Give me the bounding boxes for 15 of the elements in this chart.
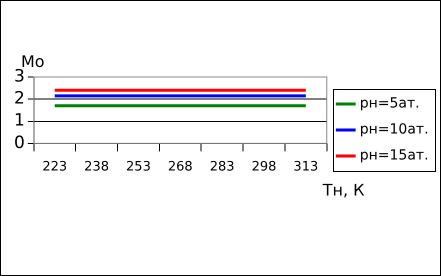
x-tick-label: 238 (84, 160, 109, 175)
y-tick-label: 3 (14, 66, 25, 86)
x-tick-label: 313 (293, 160, 318, 175)
x-tick-label: 253 (126, 160, 151, 175)
legend-label: рн=5ат. (360, 96, 420, 112)
x-tick-label: 298 (252, 160, 276, 175)
y-tick-label: 1 (14, 110, 25, 131)
y-tick-label: 2 (14, 88, 25, 109)
legend-label: рн=10ат. (360, 122, 429, 138)
x-axis-title: Тн, К (322, 180, 366, 200)
x-tick-label: 223 (42, 160, 68, 175)
y-tick-label: 0 (14, 132, 25, 153)
x-tick-label: 283 (210, 160, 235, 175)
x-tick-label: 268 (168, 160, 193, 175)
legend-label: рн=15ат. (360, 148, 429, 164)
